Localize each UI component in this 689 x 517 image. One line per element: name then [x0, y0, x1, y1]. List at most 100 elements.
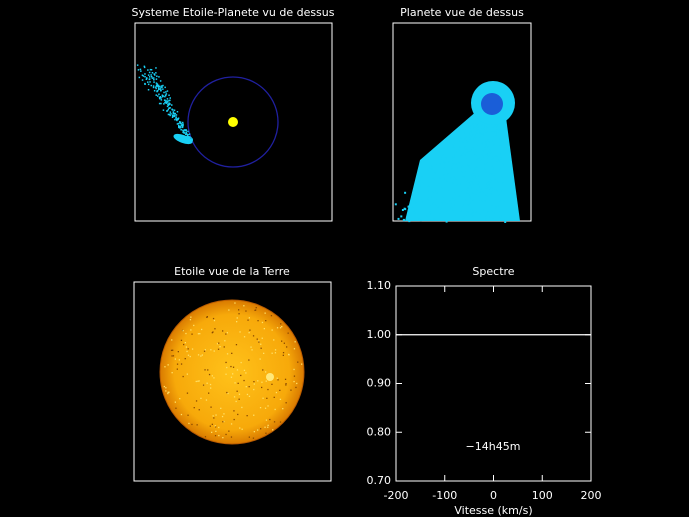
- dust: [501, 215, 504, 217]
- dust: [502, 218, 505, 221]
- dust: [451, 168, 454, 171]
- granule: [225, 333, 227, 335]
- dust: [180, 129, 182, 131]
- dust: [488, 187, 491, 190]
- dust: [439, 176, 442, 179]
- granule: [272, 429, 274, 431]
- dust: [490, 164, 493, 167]
- dust: [172, 111, 175, 114]
- dust: [493, 177, 496, 180]
- dust: [464, 147, 467, 150]
- dust: [428, 186, 430, 189]
- dust: [143, 65, 146, 68]
- dust: [442, 178, 445, 180]
- dust: [178, 124, 180, 127]
- dust: [467, 179, 470, 182]
- dust: [153, 73, 155, 75]
- dust: [182, 124, 184, 127]
- dust: [461, 204, 464, 207]
- dust: [460, 155, 463, 158]
- dust: [483, 209, 486, 211]
- granule: [230, 423, 233, 425]
- dust: [160, 99, 163, 101]
- panel-title: Planete vue de dessus: [400, 6, 524, 19]
- dust: [188, 137, 191, 139]
- dust: [169, 111, 172, 113]
- dust: [148, 78, 151, 81]
- dust: [191, 138, 193, 140]
- dust: [140, 70, 142, 72]
- dust: [497, 171, 499, 173]
- dust: [454, 213, 457, 216]
- dust: [485, 141, 488, 144]
- granule: [176, 368, 178, 370]
- coma: [173, 133, 193, 145]
- granule: [208, 392, 210, 394]
- dust: [429, 196, 432, 198]
- dust: [178, 126, 180, 129]
- granule: [227, 392, 229, 395]
- panel-frame: [134, 22, 333, 222]
- dust: [454, 199, 457, 202]
- granule: [206, 382, 208, 384]
- granule: [172, 355, 175, 357]
- dust: [492, 216, 494, 219]
- granule: [226, 353, 229, 355]
- granule: [165, 387, 167, 389]
- dust: [486, 185, 489, 188]
- granule: [211, 332, 213, 334]
- dust: [145, 78, 148, 80]
- dust: [426, 214, 429, 217]
- granule: [284, 378, 287, 380]
- dust: [448, 161, 451, 164]
- granule: [213, 319, 216, 322]
- granule: [236, 369, 239, 371]
- granule: [218, 342, 220, 344]
- dust: [472, 215, 475, 218]
- granule: [215, 414, 217, 416]
- dust: [461, 153, 464, 156]
- dust: [458, 183, 461, 185]
- dust: [489, 193, 492, 196]
- dust: [164, 86, 166, 89]
- dust: [487, 141, 490, 144]
- dust: [496, 205, 499, 207]
- dust: [477, 156, 480, 159]
- granule: [234, 302, 236, 304]
- dust: [454, 162, 457, 165]
- dust: [499, 159, 502, 162]
- granule: [287, 332, 289, 334]
- granule: [238, 398, 240, 400]
- dust: [434, 163, 437, 166]
- x-axis-label: Vitesse (km/s): [454, 504, 532, 517]
- dust: [162, 95, 164, 97]
- granule: [204, 436, 207, 438]
- granule: [236, 321, 238, 323]
- granule: [258, 341, 260, 343]
- granule: [279, 398, 282, 400]
- dust: [452, 177, 455, 180]
- dust: [474, 153, 477, 156]
- dust: [187, 130, 189, 133]
- dust: [183, 129, 186, 131]
- dust: [436, 183, 438, 186]
- dust: [457, 149, 460, 152]
- granule: [214, 425, 216, 427]
- dust: [485, 195, 488, 198]
- granule: [180, 363, 183, 365]
- dust: [472, 173, 474, 176]
- granule: [206, 316, 208, 318]
- granule: [259, 407, 262, 409]
- dust: [144, 76, 146, 78]
- dust: [159, 97, 161, 100]
- granule: [286, 346, 288, 348]
- granule: [283, 342, 285, 344]
- dust: [487, 216, 490, 218]
- dust: [485, 215, 488, 218]
- granule: [218, 434, 220, 437]
- dust: [173, 113, 175, 115]
- dust: [472, 200, 474, 203]
- dust: [181, 124, 183, 126]
- granule: [215, 430, 217, 432]
- dust: [159, 88, 161, 90]
